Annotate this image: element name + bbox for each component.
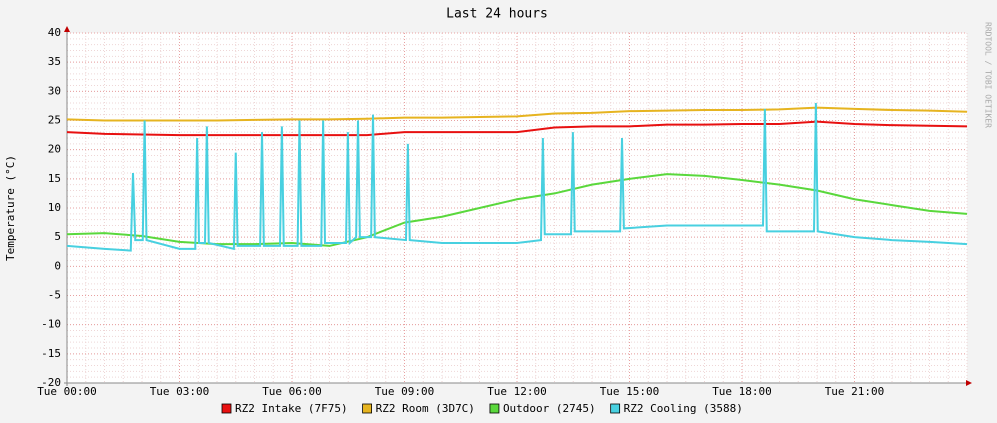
legend-swatch [610, 403, 621, 414]
y-tick-label: -10 [41, 318, 61, 331]
y-tick-label: 15 [48, 172, 61, 185]
x-tick-label: Tue 15:00 [600, 385, 660, 398]
y-axis-label: Temperature (°C) [4, 155, 17, 261]
x-tick-label: Tue 00:00 [37, 385, 97, 398]
x-tick-label: Tue 18:00 [712, 385, 772, 398]
legend-label: RZ2 Room (3D7C) [376, 402, 475, 415]
y-tick-label: 10 [48, 201, 61, 214]
y-tick-label: 40 [48, 26, 61, 39]
x-tick-label: Tue 09:00 [375, 385, 435, 398]
x-tick-label: Tue 12:00 [487, 385, 547, 398]
y-tick-label: -20 [41, 376, 61, 389]
x-tick-label: Tue 06:00 [262, 385, 322, 398]
legend-label: RZ2 Intake (7F75) [235, 402, 348, 415]
legend-swatch [362, 403, 372, 414]
y-tick-label: -15 [41, 347, 61, 360]
x-tick-label: Tue 21:00 [825, 385, 885, 398]
series-line [66, 102, 968, 252]
chart-title: Last 24 hours [446, 7, 548, 22]
legend-label: RZ2 Cooling (3588) [624, 402, 743, 415]
x-tick-label: Tue 03:00 [150, 385, 210, 398]
axis-arrow [64, 26, 70, 32]
y-tick-label: 30 [48, 84, 61, 97]
legend-swatch [489, 403, 500, 414]
axis-arrow [966, 380, 972, 386]
legend-label: Outdoor (2745) [503, 402, 596, 415]
y-tick-label: -5 [48, 289, 61, 302]
y-tick-label: 0 [54, 259, 61, 272]
series-line [66, 106, 968, 122]
y-tick-label: 20 [48, 143, 61, 156]
watermark: RRDTOOL / TOBI OETIKER [984, 22, 993, 128]
y-tick-label: 25 [48, 114, 61, 127]
y-tick-label: 5 [54, 230, 61, 243]
y-tick-label: 35 [48, 55, 61, 68]
legend-swatch [221, 403, 232, 414]
